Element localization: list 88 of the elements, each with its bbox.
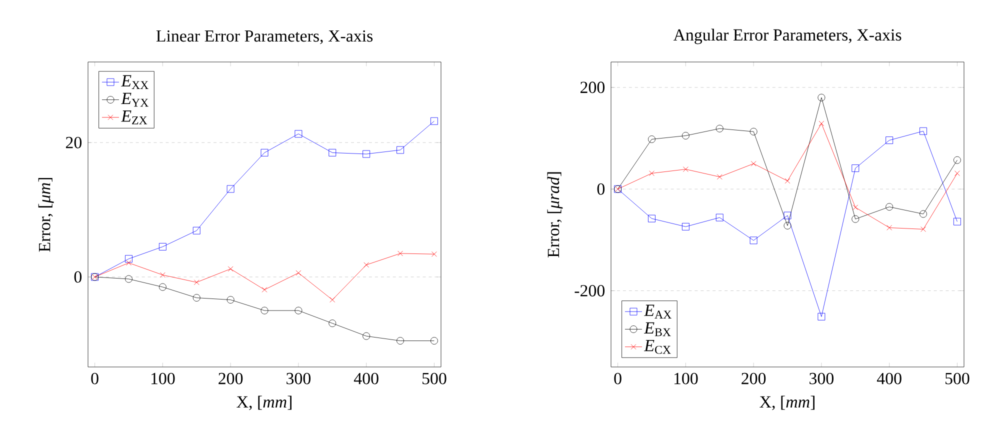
point — [396, 337, 404, 344]
point — [784, 178, 790, 184]
point — [649, 170, 654, 176]
point — [920, 226, 926, 232]
point — [852, 215, 860, 223]
point — [682, 222, 690, 230]
point — [716, 174, 722, 180]
point — [716, 214, 724, 222]
point — [954, 170, 960, 176]
point — [920, 127, 927, 135]
point — [430, 117, 438, 125]
point — [716, 124, 724, 132]
legend-label: E$_{AX}$ — [644, 304, 672, 318]
point — [328, 148, 336, 156]
point — [818, 120, 824, 126]
point — [126, 260, 132, 266]
point — [260, 306, 268, 314]
x-tick-label: 400 — [354, 372, 378, 384]
point — [328, 320, 336, 328]
point — [398, 250, 403, 256]
x-tick-label: 200 — [742, 372, 766, 384]
point — [784, 212, 792, 220]
point — [260, 148, 268, 156]
point — [160, 272, 166, 278]
point — [852, 204, 858, 210]
legend-label: E$_{ZX}$ — [120, 110, 148, 124]
point — [920, 210, 927, 218]
point — [330, 297, 336, 302]
point — [750, 236, 758, 244]
x-tick-label: 0 — [91, 372, 98, 384]
y-tick-label: 20 — [66, 136, 82, 148]
point — [294, 306, 302, 314]
y-tick-label: 200 — [580, 82, 605, 94]
point — [294, 130, 302, 138]
y-axis-title: Error, [μrad] — [547, 172, 563, 258]
x-tick-label: 400 — [876, 372, 902, 384]
point — [818, 312, 826, 320]
point — [432, 251, 437, 257]
point — [158, 243, 166, 250]
point — [784, 222, 792, 230]
point — [125, 275, 132, 283]
x-tick-label: 300 — [810, 372, 834, 384]
x-tick-label: 200 — [218, 372, 243, 384]
point — [648, 214, 656, 222]
x-tick-label: 100 — [151, 372, 175, 384]
point — [430, 337, 438, 344]
point — [750, 160, 756, 166]
point — [396, 146, 404, 154]
point — [362, 150, 370, 158]
point — [158, 283, 166, 291]
point — [362, 332, 370, 340]
point — [954, 218, 961, 226]
point — [296, 270, 302, 276]
chart-title: Angular Error Parameters, X-axis — [673, 28, 902, 44]
point — [648, 136, 656, 143]
legend-label: E$_{YX}$ — [120, 92, 148, 107]
x-axis-title: X, [mm] — [236, 396, 292, 410]
point — [192, 226, 200, 234]
point — [226, 185, 234, 193]
point — [262, 287, 268, 292]
point — [818, 94, 826, 102]
x-axis-title: X, [mm] — [760, 396, 814, 410]
point — [886, 136, 894, 144]
point — [886, 225, 892, 230]
legend-label: E$_{BX}$ — [644, 322, 671, 336]
point — [852, 164, 860, 172]
point — [682, 132, 690, 140]
x-tick-label: 0 — [614, 372, 622, 384]
point — [683, 166, 688, 172]
point — [192, 294, 200, 302]
x-tick-label: 100 — [674, 372, 698, 384]
point — [194, 280, 200, 286]
y-tick-label: 0 — [597, 183, 605, 195]
chart-title: Linear Error Parameters, X-axis — [156, 30, 373, 44]
point — [228, 266, 234, 272]
x-tick-label: 300 — [286, 372, 311, 384]
point — [226, 296, 234, 304]
point — [886, 203, 894, 211]
legend-label: E$_{XX}$ — [120, 75, 148, 89]
y-axis-title: Error, [μm] — [38, 178, 54, 252]
x-tick-label: 500 — [422, 372, 446, 384]
point — [954, 156, 961, 164]
point — [750, 128, 758, 136]
legend-label: E$_{CX}$ — [644, 340, 671, 354]
x-tick-label: 500 — [946, 372, 970, 384]
point — [364, 262, 370, 268]
point — [125, 255, 132, 263]
y-tick-label: -200 — [574, 285, 605, 296]
